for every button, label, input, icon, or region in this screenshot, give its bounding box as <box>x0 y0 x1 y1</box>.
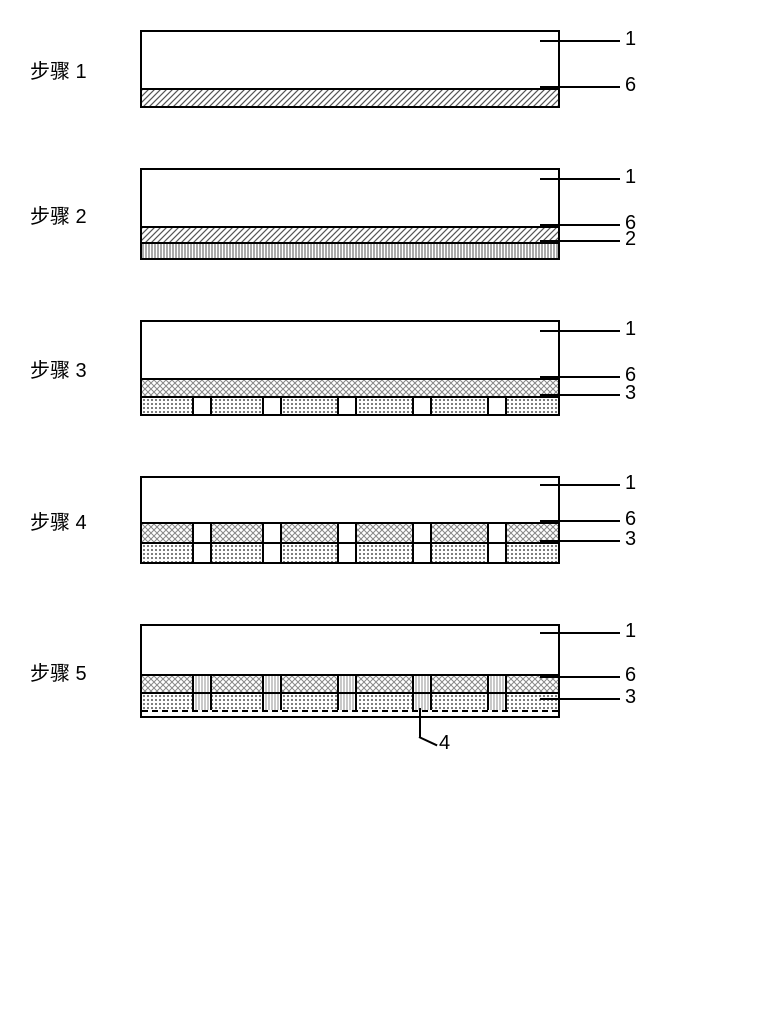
gap <box>337 398 355 414</box>
gap <box>262 544 280 562</box>
gap <box>262 676 280 692</box>
diagram-wrap: 163 <box>140 320 560 416</box>
step-label: 步骤 5 <box>30 657 110 686</box>
leader-line <box>540 632 620 634</box>
gap <box>337 544 355 562</box>
gap <box>412 544 430 562</box>
layer-number: 4 <box>439 732 450 755</box>
step: 步骤 3 163 <box>30 320 728 416</box>
gap <box>192 676 210 692</box>
gap <box>192 544 210 562</box>
gap <box>487 694 505 710</box>
gap <box>337 524 355 542</box>
layer-number: 1 <box>625 620 636 643</box>
step: 步骤 4 163 <box>30 476 728 564</box>
step-label: 步骤 1 <box>30 55 110 84</box>
layer-number: 6 <box>625 74 636 97</box>
layer-number: 2 <box>625 228 636 251</box>
gap <box>337 676 355 692</box>
layer-number: 6 <box>625 664 636 687</box>
layer-layer3 <box>142 692 558 710</box>
leader-line <box>540 698 620 700</box>
diagram <box>140 30 560 108</box>
layer-layer6 <box>142 674 558 692</box>
step: 步骤 116 <box>30 30 728 108</box>
layer-number: 1 <box>625 318 636 341</box>
gap <box>262 398 280 414</box>
gap <box>412 676 430 692</box>
diagram <box>140 476 560 564</box>
layer-number: 1 <box>625 166 636 189</box>
leader-line <box>540 86 620 88</box>
layer-number: 1 <box>625 28 636 51</box>
diagram-wrap: 162 <box>140 168 560 260</box>
gap <box>412 524 430 542</box>
layer-layer6 <box>142 88 558 106</box>
leader-line <box>540 178 620 180</box>
layer-layer6 <box>142 522 558 542</box>
layer-substrate <box>142 478 558 522</box>
leader-line <box>540 376 620 378</box>
layer-layer6 <box>142 226 558 242</box>
leader-line <box>540 330 620 332</box>
layer-layer6 <box>142 378 558 396</box>
gap <box>262 524 280 542</box>
gap <box>192 398 210 414</box>
leader-line <box>540 484 620 486</box>
layer-substrate <box>142 322 558 378</box>
gap <box>487 676 505 692</box>
gap <box>192 694 210 710</box>
layer-number: 3 <box>625 382 636 405</box>
layer-substrate <box>142 32 558 88</box>
leader-line-bottom <box>419 708 421 738</box>
gap <box>487 524 505 542</box>
leader-line <box>540 40 620 42</box>
diagram-wrap: 16 <box>140 30 560 108</box>
layer-layer3 <box>142 396 558 414</box>
step: 步骤 5 1634 <box>30 624 728 718</box>
gap <box>487 544 505 562</box>
leader-line <box>540 540 620 542</box>
leader-line <box>540 224 620 226</box>
leader-line <box>540 240 620 242</box>
layer-number: 1 <box>625 472 636 495</box>
diagram-wrap: 163 <box>140 476 560 564</box>
step-label: 步骤 4 <box>30 506 110 535</box>
diagram-wrap: 1634 <box>140 624 560 718</box>
gap <box>412 398 430 414</box>
gap <box>412 694 430 710</box>
layer-substrate <box>142 626 558 674</box>
diagram <box>140 624 560 718</box>
gap <box>337 694 355 710</box>
gap <box>192 524 210 542</box>
layer-layer3 <box>142 542 558 562</box>
step-label: 步骤 3 <box>30 354 110 383</box>
layer-layer4bottom <box>142 710 558 716</box>
diagram <box>140 168 560 260</box>
leader-line <box>540 520 620 522</box>
layer-layer2 <box>142 242 558 258</box>
leader-line <box>540 394 620 396</box>
step-label: 步骤 2 <box>30 200 110 229</box>
gap <box>487 398 505 414</box>
layer-substrate <box>142 170 558 226</box>
layer-number: 3 <box>625 686 636 709</box>
step: 步骤 2 162 <box>30 168 728 260</box>
layer-number: 3 <box>625 528 636 551</box>
leader-line <box>540 676 620 678</box>
diagram <box>140 320 560 416</box>
gap <box>262 694 280 710</box>
